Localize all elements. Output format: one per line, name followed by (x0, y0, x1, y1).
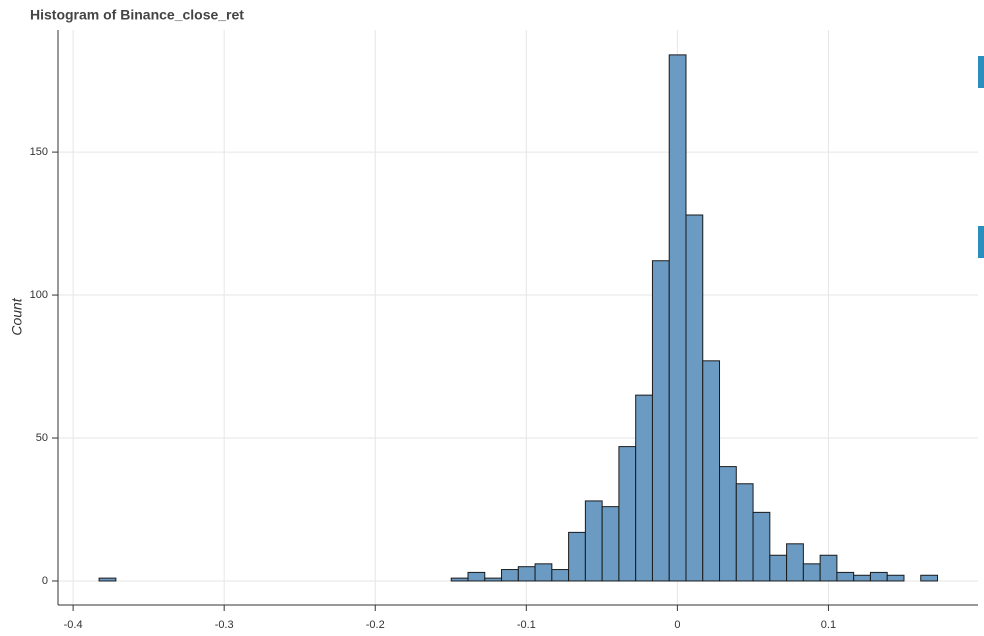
y-tick-label: 50 (36, 432, 48, 444)
x-tick-label: 0 (674, 619, 680, 631)
bar (584, 500, 603, 582)
bar (601, 506, 620, 582)
y-axis-label: Count (9, 297, 25, 335)
x-tick-label: -0.3 (215, 619, 234, 631)
bar (853, 574, 871, 582)
bar (769, 554, 788, 582)
y-tick-label: 150 (30, 146, 48, 158)
bar (668, 54, 687, 582)
x-tick-label: 0.1 (821, 619, 836, 631)
bar (568, 531, 586, 582)
bar (819, 554, 838, 582)
toolbar-button[interactable] (978, 226, 984, 258)
bar (98, 577, 117, 582)
bar (685, 214, 704, 582)
toolbar-button[interactable] (978, 56, 984, 88)
bar (517, 566, 536, 582)
bar (719, 466, 737, 582)
bar (886, 574, 905, 582)
bar (702, 360, 721, 582)
bar (635, 394, 653, 582)
x-tick-label: -0.1 (517, 619, 536, 631)
chart-title: Histogram of Binance_close_ret (30, 7, 244, 23)
y-tick-label: 0 (42, 575, 48, 587)
bar (534, 563, 553, 582)
bar (836, 571, 855, 582)
bar (450, 577, 469, 582)
bar (618, 446, 637, 582)
bar (786, 543, 804, 582)
bar (501, 569, 519, 582)
bar (484, 577, 503, 582)
bar (920, 574, 939, 582)
bar (802, 563, 821, 582)
bar (467, 571, 486, 582)
bar (752, 511, 771, 582)
bar (551, 569, 570, 582)
bar (735, 483, 754, 582)
y-tick-label: 100 (30, 289, 48, 301)
bar (869, 571, 888, 582)
bar (651, 260, 670, 582)
x-tick-label: -0.4 (64, 619, 83, 631)
x-tick-label: -0.2 (366, 619, 385, 631)
